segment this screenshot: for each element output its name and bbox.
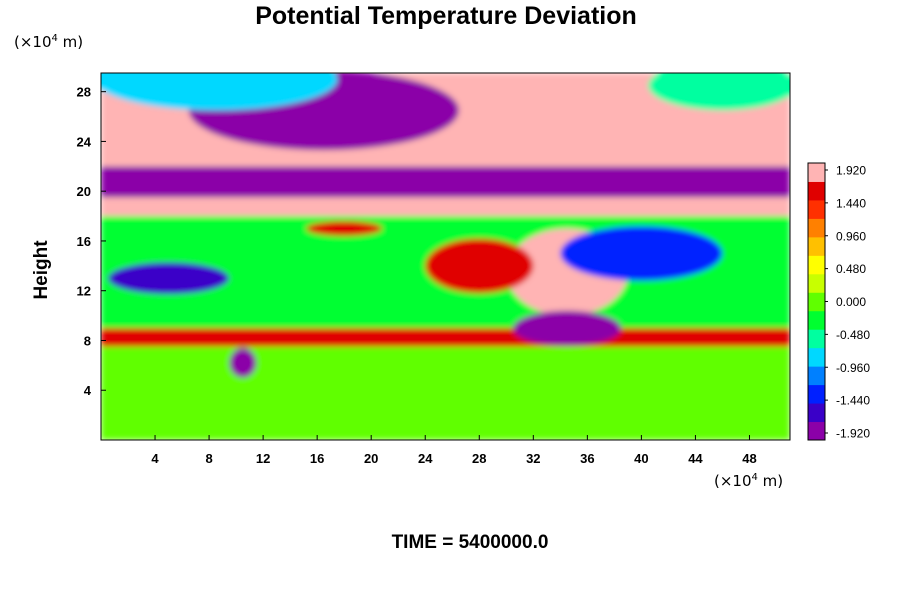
x-tick-label: 28 [472, 451, 486, 466]
x-unit-suffix: m) [757, 472, 784, 490]
x-ticks: 4 8 12 16 20 24 28 32 36 40 44 48 [151, 435, 757, 466]
field-feature-7 [107, 262, 230, 295]
y-unit-prefix: (×10 [14, 33, 52, 51]
colorbar-segment [808, 181, 825, 201]
x-tick-label: 36 [580, 451, 594, 466]
x-tick-label: 8 [205, 451, 212, 466]
y-tick-label: 4 [84, 383, 92, 398]
x-tick-label: 12 [256, 451, 270, 466]
colorbar-tick-label: -1.920 [836, 427, 870, 441]
x-tick-label: 44 [688, 451, 703, 466]
colorbar-segment [808, 366, 825, 386]
colorbar-segment [808, 199, 825, 219]
colorbar-segment [808, 384, 825, 404]
y-unit-exponent: 4 [51, 33, 58, 44]
time-label: TIME = 5400000.0 [391, 532, 549, 553]
x-unit-exponent: 4 [751, 472, 758, 483]
colorbar-segment [808, 273, 825, 293]
y-tick-label: 24 [77, 134, 92, 149]
x-tick-label: 20 [364, 451, 378, 466]
y-tick-label: 28 [77, 85, 91, 100]
field-feature-5 [513, 310, 622, 346]
plot-area [101, 73, 790, 440]
colorbar-segment [808, 310, 825, 330]
colorbar-tick-label: -0.480 [836, 328, 870, 342]
x-axis-unit: (×104 m) [714, 472, 783, 490]
colorbar-segment [808, 329, 825, 349]
x-tick-label: 4 [151, 451, 159, 466]
field-layer-1 [101, 328, 790, 347]
colorbar-tick-label: -1.440 [836, 394, 870, 408]
field-feature-9 [306, 221, 383, 236]
colorbar-segment [808, 403, 825, 423]
y-unit-suffix: m) [57, 33, 84, 51]
colorbar-segment [808, 218, 825, 238]
field-feature-2 [648, 73, 790, 111]
colorbar-tick-label: 0.480 [836, 262, 866, 276]
x-unit-prefix: (×10 [714, 472, 752, 490]
field-feature-8 [560, 226, 723, 281]
x-tick-label: 24 [418, 451, 433, 466]
field-layers [101, 73, 790, 440]
field-layer-4 [101, 166, 790, 198]
plot-frame [100, 72, 791, 441]
y-axis-unit: (×104 m) [14, 33, 83, 51]
colorbar-segment [808, 421, 825, 441]
x-tick-label: 32 [526, 451, 540, 466]
y-tick-label: 20 [77, 184, 91, 199]
field-layer-3 [101, 197, 790, 217]
x-tick-label: 16 [310, 451, 324, 466]
chart-title: Potential Temperature Deviation [255, 2, 637, 30]
colorbar-segment [808, 347, 825, 367]
field-layer-0 [101, 346, 790, 440]
field-feature-1 [101, 73, 338, 111]
colorbar-segment [808, 292, 825, 312]
x-tick-label: 48 [742, 451, 756, 466]
colorbar-tick-label: 1.440 [836, 196, 866, 210]
y-tick-label: 16 [77, 234, 91, 249]
y-ticks: 4 8 12 16 20 24 28 [77, 85, 106, 398]
colorbar-tick-label: 1.920 [836, 164, 866, 178]
field-feature-6 [229, 347, 257, 378]
colorbar-segment [808, 236, 825, 256]
colorbar-segment [808, 255, 825, 275]
y-tick-label: 8 [84, 333, 91, 348]
colorbar: 1.920 1.440 0.960 0.480 0.000 -0.480 -0.960 -1.… [807, 162, 870, 441]
colorbar-segment [808, 163, 825, 182]
colorbar-tick-label: 0.960 [836, 229, 866, 243]
colorbar-tick-label: 0.000 [836, 295, 866, 309]
y-tick-label: 12 [77, 284, 91, 299]
colorbar-tick-label: -0.960 [836, 361, 870, 375]
x-tick-label: 40 [634, 451, 648, 466]
field-feature-4 [425, 238, 534, 294]
